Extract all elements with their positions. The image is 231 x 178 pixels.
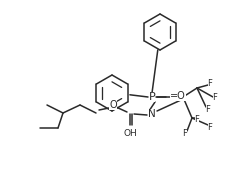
- Text: F: F: [206, 104, 210, 114]
- Text: O: O: [109, 100, 117, 110]
- Text: F: F: [182, 129, 187, 137]
- Text: F: F: [208, 122, 213, 132]
- Text: F: F: [195, 116, 199, 124]
- Text: P: P: [149, 92, 155, 102]
- Text: F: F: [213, 93, 217, 101]
- Text: =O: =O: [170, 91, 186, 101]
- Text: OH: OH: [123, 129, 137, 138]
- Text: N: N: [148, 109, 156, 119]
- Text: F: F: [208, 78, 213, 88]
